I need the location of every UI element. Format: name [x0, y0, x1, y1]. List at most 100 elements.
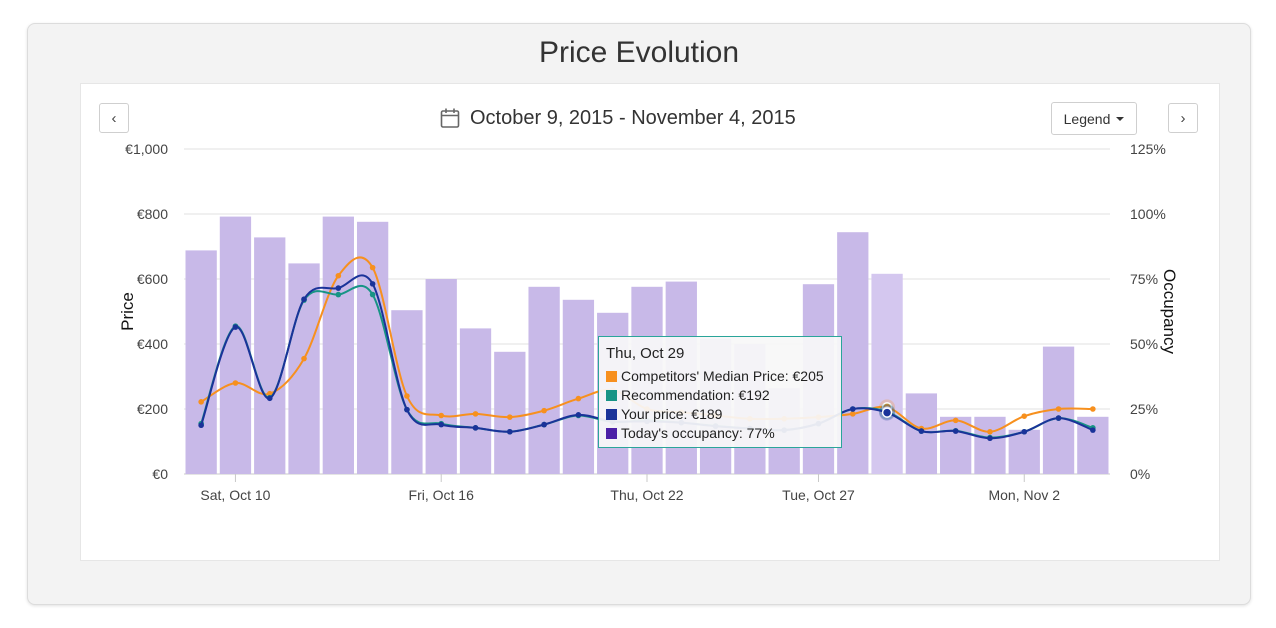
competitors-median-price-point — [404, 393, 410, 399]
your-price-point — [1021, 428, 1028, 435]
x-tick-label: Tue, Oct 27 — [782, 487, 855, 503]
y-right-tick-label: 100% — [1130, 206, 1166, 222]
occupancy-bar — [391, 310, 423, 474]
competitors-median-price-point — [849, 411, 856, 417]
occupancy-bar — [356, 221, 389, 474]
y-right-tick-label: 50% — [1130, 336, 1158, 352]
tooltip-text: Your price: €189 — [621, 406, 723, 422]
competitors-median-price-point — [1021, 413, 1028, 419]
competitors-median-price-point — [301, 355, 307, 362]
competitors-median-price-point — [369, 264, 376, 271]
your-price-point — [952, 428, 959, 434]
tooltip-swatch-competitors — [606, 371, 617, 382]
your-price-point — [438, 421, 445, 428]
competitors-median-price-point — [575, 395, 582, 402]
competitors-median-price-point — [472, 411, 479, 417]
your-price-point — [918, 428, 925, 434]
x-tick-label: Sat, Oct 10 — [200, 487, 270, 503]
y-left-tick-label: €200 — [137, 401, 168, 417]
your-price-point — [849, 406, 856, 412]
competitors-median-price-point — [335, 272, 342, 279]
tooltip-row: Recommendation: €192 — [606, 386, 834, 405]
occupancy-bar — [837, 232, 869, 474]
y-right-tick-label: 25% — [1130, 401, 1158, 417]
occupancy-bar — [288, 263, 320, 474]
tooltip-swatch-occupancy — [606, 428, 617, 439]
date-range-display[interactable]: October 9, 2015 - November 4, 2015 — [440, 104, 796, 132]
chart-tooltip: Thu, Oct 29 Competitors' Median Price: €… — [598, 336, 842, 448]
competitors-median-price-point — [952, 417, 959, 424]
x-tick-label: Fri, Oct 16 — [409, 487, 475, 503]
y-right-tick-label: 75% — [1130, 271, 1158, 287]
recommendation-point — [369, 291, 376, 298]
y-left-axis-title: Price — [118, 292, 137, 331]
competitors-median-price-point — [987, 428, 993, 435]
your-price-point — [575, 412, 582, 418]
y-left-tick-label: €800 — [137, 206, 168, 222]
occupancy-bar — [528, 286, 560, 474]
y-left-tick-label: €600 — [137, 271, 168, 287]
tooltip-text: Competitors' Median Price: €205 — [621, 368, 824, 384]
your-price-point — [541, 421, 547, 428]
next-range-button[interactable]: › — [1168, 103, 1198, 133]
occupancy-bar — [562, 299, 595, 474]
x-tick-label: Mon, Nov 2 — [988, 487, 1060, 503]
your-price-point — [1055, 415, 1062, 421]
occupancy-bar — [185, 250, 217, 474]
y-right-axis-title: Occupancy — [1160, 269, 1179, 355]
tooltip-title: Thu, Oct 29 — [606, 345, 685, 362]
your-price-point — [301, 296, 307, 302]
card-title: Price Evolution — [538, 36, 740, 69]
y-left-tick-label: €1,000 — [125, 141, 168, 157]
occupancy-bar — [871, 273, 903, 474]
your-price-point — [472, 425, 479, 431]
competitors-median-price-point — [507, 414, 513, 420]
tooltip-row: Your price: €189 — [606, 405, 834, 424]
your-price-point — [335, 285, 342, 291]
occupancy-bar — [940, 416, 972, 474]
calendar-icon — [440, 108, 460, 128]
occupancy-bar — [459, 328, 492, 474]
axis-labels: €0 0% €200 25% €400 50% €600 75% €800 100% €1,000 1… — [118, 141, 1179, 503]
your-price-point — [369, 281, 376, 287]
y-left-tick-label: €0 — [152, 466, 168, 482]
recommendation-point — [335, 291, 342, 298]
occupancy-bar — [494, 351, 526, 474]
caret-down-icon — [1116, 116, 1125, 121]
competitors-median-price-point — [266, 390, 273, 397]
chevron-right-icon: › — [1180, 109, 1186, 127]
your-price-point — [404, 406, 410, 413]
your-price-point — [507, 428, 513, 435]
date-range-text: October 9, 2015 - November 4, 2015 — [470, 106, 796, 129]
y-right-tick-label: 0% — [1130, 466, 1150, 482]
legend-dropdown-button[interactable]: Legend — [1051, 102, 1137, 135]
tooltip-row: Today's occupancy: 77% — [606, 424, 834, 443]
legend-label: Legend — [1063, 110, 1111, 127]
competitors-median-price-point — [1055, 406, 1062, 412]
occupancy-bar — [322, 216, 354, 474]
y-right-tick-label: 125% — [1130, 141, 1166, 157]
competitors-median-price-point — [1090, 406, 1096, 412]
your-price-point — [881, 407, 893, 418]
prev-range-button[interactable]: ‹ — [99, 103, 129, 133]
competitors-median-price-point — [541, 407, 547, 414]
your-price-point — [987, 435, 993, 442]
occupancy-bar — [254, 237, 286, 474]
tooltip-text: Recommendation: €192 — [621, 387, 770, 403]
competitors-median-price-point — [232, 380, 239, 386]
tooltip-swatch-recommendation — [606, 390, 617, 401]
y-left-tick-label: €400 — [137, 336, 168, 352]
competitors-median-price-point — [438, 412, 445, 419]
occupancy-bar — [974, 416, 1006, 474]
tooltip-text: Today's occupancy: 77% — [621, 425, 775, 441]
your-price-point — [198, 422, 204, 429]
x-tick-label: Thu, Oct 22 — [610, 487, 683, 503]
your-price-point — [1090, 427, 1096, 433]
tooltip-swatch-your-price — [606, 409, 617, 420]
occupancy-bar — [1008, 429, 1040, 474]
your-price-point — [266, 395, 273, 402]
chevron-left-icon: ‹ — [111, 109, 117, 127]
your-price-point — [232, 324, 239, 330]
competitors-median-price-point — [198, 399, 204, 405]
